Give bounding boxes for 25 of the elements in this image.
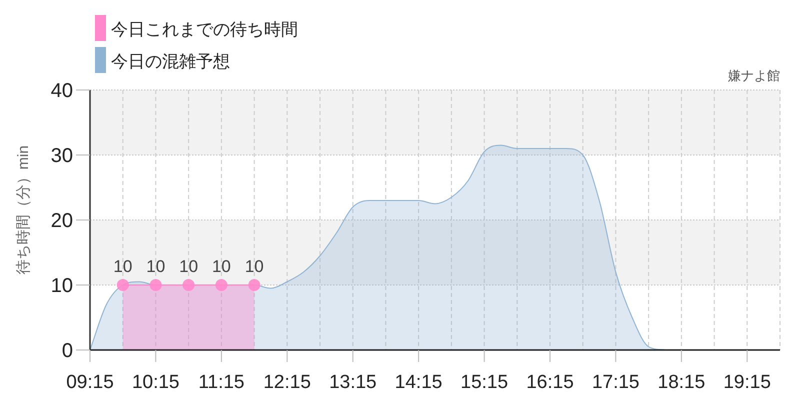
legend-label: 今日の混雑予想 xyxy=(111,52,230,71)
x-tick-label: 17:15 xyxy=(592,372,640,393)
legend-label: 今日これまでの待ち時間 xyxy=(111,20,298,39)
x-tick-label: 09:15 xyxy=(66,372,114,393)
x-tick-label: 18:15 xyxy=(658,372,706,393)
y-tick-label: 10 xyxy=(50,275,73,297)
x-tick-label: 13:15 xyxy=(329,372,377,393)
y-tick-label: 40 xyxy=(50,80,73,102)
text: 10 xyxy=(113,257,132,276)
x-tick-label: 12:15 xyxy=(263,372,311,393)
text: 10 xyxy=(146,257,166,276)
x-tick-label: 15:15 xyxy=(460,372,508,393)
text: 10 xyxy=(244,257,264,276)
x-tick-label: 10:15 xyxy=(132,372,180,393)
chart-title: 嫌ナよ館 xyxy=(728,68,780,83)
y-axis-title: 待ち時間（分）min xyxy=(15,145,32,275)
text: 10 xyxy=(212,257,231,276)
x-tick-label: 14:15 xyxy=(394,372,442,393)
x-tick-label: 19:15 xyxy=(723,372,771,393)
y-tick-label: 20 xyxy=(50,210,73,232)
y-tick-label: 0 xyxy=(62,340,73,362)
x-tick-label: 11:15 xyxy=(198,372,244,393)
x-tick-label: 16:15 xyxy=(526,372,574,393)
y-tick-label: 30 xyxy=(50,145,73,167)
text: 10 xyxy=(179,257,198,276)
